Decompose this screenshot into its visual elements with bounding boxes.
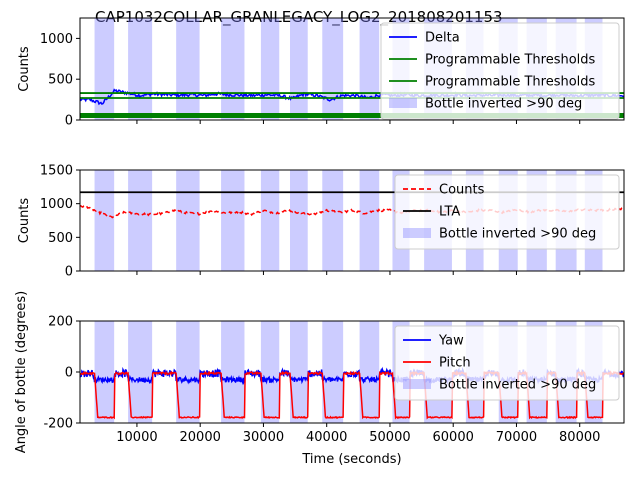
x-tick-label: 60000 [433,430,474,445]
x-tick-label: 50000 [369,430,410,445]
inverted-band [176,170,200,271]
inverted-band [221,18,245,120]
legend-label: Programmable Thresholds [425,53,596,68]
inverted-band [322,321,344,423]
legend-bottom: Yaw Pitch Bottle inverted >90 deg [394,325,620,401]
inverted-band [290,321,308,423]
legend-label: Bottle inverted >90 deg [425,97,582,112]
inverted-band [322,18,344,120]
inverted-band [290,18,308,120]
inverted-band [176,18,200,120]
panel-top: 0 500 1000 Counts Delta Programmable Thresh… [17,17,625,129]
x-tick-label: 10000 [116,430,157,445]
inverted-band [128,18,153,120]
legend-swatch [389,98,417,108]
ticks-middle: 0 500 1000 1500 [40,164,581,280]
inverted-band [290,170,308,271]
inverted-band [176,321,200,423]
y-tick-label: 0 [65,366,73,381]
inverted-band [94,321,115,423]
ticks-bottom: -200 0 200 10000 20000 30000 40000 50000 60000 70… [43,315,600,446]
y-tick-label: 500 [48,231,73,246]
legend-swatch [403,228,431,238]
y-axis-label-bottom: Angle of bottle (degrees) [14,291,29,453]
panel-middle: 0 500 1000 1500 Counts Counts LTA Bottle inve… [17,164,625,280]
legend-label: Yaw [438,334,464,349]
x-tick-label: 70000 [496,430,537,445]
legend-label: LTA [439,205,460,220]
legend-box [394,174,620,250]
inverted-band [359,18,380,120]
y-tick-label: -200 [43,417,73,432]
legend-middle: Counts LTA Bottle inverted >90 deg [394,174,620,250]
legend-label: Counts [439,183,485,198]
inverted-band [94,170,115,271]
x-tick-label: 30000 [243,430,284,445]
inverted-band [260,321,280,423]
legend-label: Bottle inverted >90 deg [439,378,596,393]
inverted-band [359,170,380,271]
y-tick-label: 500 [48,73,73,88]
legend-label: Delta [425,31,460,46]
y-tick-label: 0 [65,265,73,280]
inverted-band [128,170,153,271]
x-tick-label: 20000 [180,430,221,445]
inverted-band [128,321,153,423]
y-tick-label: 1000 [40,32,73,47]
legend-box [380,22,620,120]
inverted-band [221,170,245,271]
legend-label: Bottle inverted >90 deg [439,227,596,242]
panel-bottom: -200 0 200 10000 20000 30000 40000 50000 60000 70… [14,291,625,467]
ticks-top: 0 500 1000 [40,32,581,129]
y-tick-label: 0 [65,114,73,129]
legend-swatch [403,379,431,389]
axes-frame-middle [79,169,625,272]
inverted-band [260,170,280,271]
inverted-band [359,321,380,423]
legend-box [394,325,620,401]
inverted-band [322,170,344,271]
y-axis-label-middle: Counts [17,198,32,244]
legend-label: Pitch [439,356,471,371]
y-axis-label-top: Counts [17,46,32,92]
inverted-band [94,18,115,120]
inverted-band [260,18,280,120]
x-axis-label: Time (seconds) [301,452,401,467]
axes-frame-top [79,17,625,121]
pitch-line [80,369,624,420]
inverted-band [221,321,245,423]
y-tick-label: 1500 [40,164,73,179]
legend-top: Delta Programmable Thresholds Programmable… [380,22,620,120]
legend-label: Programmable Thresholds [425,75,596,90]
x-tick-label: 40000 [306,430,347,445]
y-tick-label: 1000 [40,197,73,212]
x-tick-label: 80000 [559,430,600,445]
y-tick-label: 200 [48,315,73,330]
